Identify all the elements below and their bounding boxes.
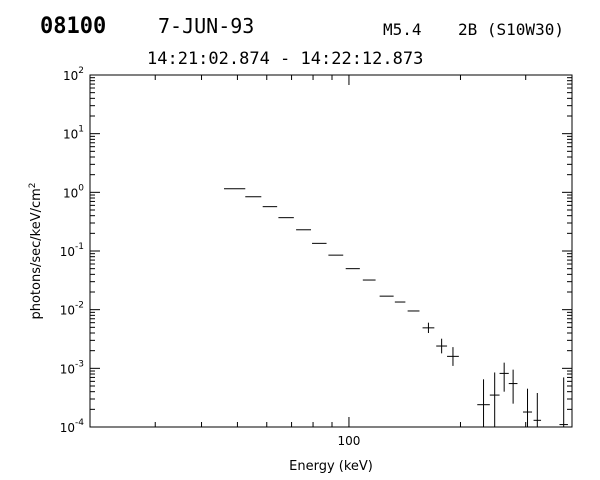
- event-date: 7-JUN-93: [158, 14, 255, 38]
- y-tick-label-exponent: -4: [75, 418, 84, 428]
- data-point: [533, 392, 542, 427]
- data-point: [477, 379, 490, 427]
- y-tick-label-exponent: 0: [78, 183, 84, 193]
- event-id: 08100: [40, 14, 107, 39]
- y-tick-label-exponent: 1: [78, 125, 84, 135]
- x-axis-ticks: 100: [89, 75, 573, 448]
- y-tick-label: 10-3: [60, 359, 84, 376]
- x-axis-label: Energy (keV): [289, 459, 373, 474]
- data-point: [559, 377, 568, 427]
- flare-class: M5.4: [383, 20, 422, 39]
- y-tick-label: 102: [63, 66, 84, 83]
- y-tick-label-exponent: -1: [75, 242, 84, 252]
- time-range: 14:21:02.874 - 14:22:12.873: [147, 49, 424, 69]
- x-tick-label: 100: [337, 434, 360, 448]
- data-points: [224, 188, 568, 427]
- y-tick-label-exponent: -2: [75, 301, 84, 311]
- data-point: [422, 322, 435, 334]
- y-tick-label: 10-4: [60, 418, 85, 435]
- data-point: [489, 372, 500, 427]
- y-tick-label-exponent: -3: [75, 359, 84, 369]
- plot-frame: [89, 74, 573, 428]
- y-tick-label: 101: [63, 125, 84, 142]
- y-axis-label: photons/sec/keV/cm2: [28, 182, 44, 319]
- y-tick-label-exponent: 2: [78, 66, 84, 76]
- y-axis-label-exponent: 2: [28, 182, 38, 188]
- data-point: [436, 338, 448, 354]
- y-tick-label: 100: [63, 183, 84, 200]
- y-tick-label: 10-2: [60, 301, 84, 318]
- flare-location: 2B (S10W30): [458, 20, 564, 39]
- y-tick-label: 10-1: [60, 242, 84, 259]
- data-point: [523, 388, 533, 427]
- data-point: [447, 347, 459, 366]
- data-point: [499, 362, 509, 392]
- data-point: [508, 369, 518, 404]
